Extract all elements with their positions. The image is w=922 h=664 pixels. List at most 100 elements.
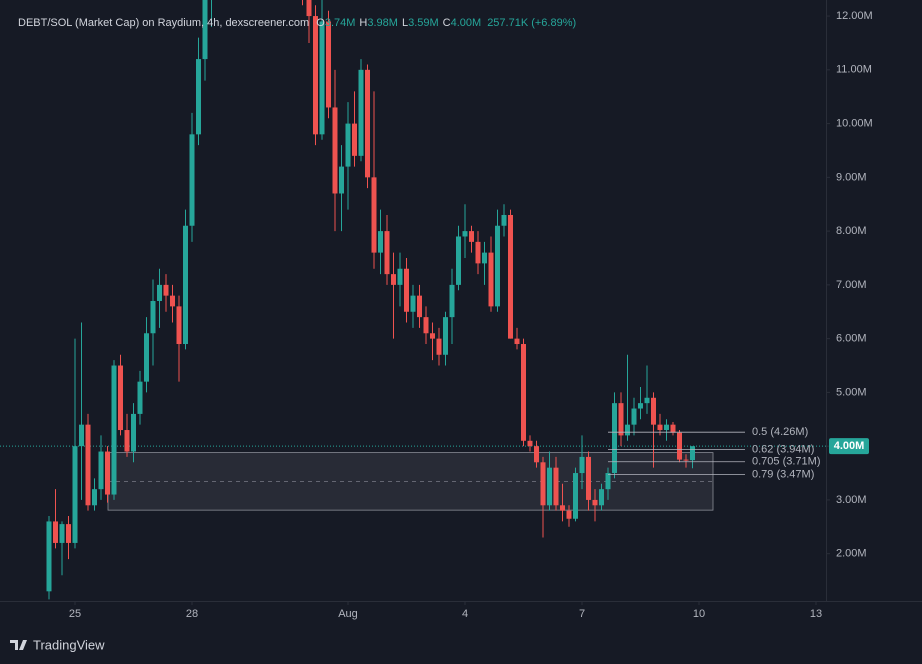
candle-body	[599, 489, 604, 506]
candle-body	[475, 241, 481, 264]
candle-body	[46, 521, 52, 592]
candle-body	[105, 451, 110, 495]
y-tick-label: 7.00M	[836, 279, 867, 291]
ohlc-value: 3.74M	[325, 17, 356, 29]
brand-logo	[10, 640, 27, 650]
candle-body	[508, 214, 513, 339]
ohlc-key: O	[316, 17, 325, 29]
fib-label: 0.5 (4.26M)	[752, 426, 808, 438]
candle-body	[690, 446, 695, 461]
candle-body	[98, 451, 104, 490]
candle-body	[196, 59, 201, 135]
candle-body	[495, 225, 500, 307]
candle-body	[625, 424, 630, 436]
candle-body	[170, 295, 175, 307]
candle-body	[85, 424, 91, 506]
candle-body	[417, 295, 422, 318]
candle-body	[404, 268, 409, 312]
y-tick-label: 11.00M	[836, 64, 872, 76]
y-tick-label: 8.00M	[836, 225, 867, 237]
candle-body	[313, 16, 318, 135]
candle-body	[670, 424, 676, 433]
ohlc-value: 3.98M	[367, 17, 398, 29]
candle-body	[345, 123, 351, 167]
candle-body	[462, 231, 468, 237]
candle-body	[79, 424, 84, 447]
candle-body	[540, 462, 546, 506]
candle-body	[111, 365, 117, 495]
candle-body	[306, 0, 312, 17]
candle-body	[683, 459, 689, 461]
candle-body	[410, 295, 416, 312]
plot-area	[0, 0, 826, 600]
candle-body	[644, 397, 650, 404]
y-tick-label: 6.00M	[836, 333, 867, 345]
candle-body	[397, 268, 403, 285]
price-tag	[829, 438, 869, 455]
candle-body	[163, 284, 169, 296]
ohlc-value: 4.00M	[451, 17, 482, 29]
ohlc-value: 3.59M	[408, 17, 439, 29]
candle-body	[579, 456, 585, 474]
candle-body	[430, 333, 435, 339]
candle-body	[423, 317, 429, 334]
candle-body	[534, 446, 539, 463]
y-tick-label: 12.00M	[836, 10, 873, 22]
ohlc-key: L	[402, 17, 408, 29]
x-tick-label: 25	[69, 608, 81, 620]
candle-body	[176, 306, 182, 345]
candle-body	[521, 344, 526, 441]
candle-body	[605, 473, 611, 490]
candle-body	[592, 499, 598, 506]
candle-body	[384, 231, 390, 275]
candle-body	[391, 274, 396, 285]
x-tick-label: 7	[579, 608, 585, 620]
candle-body	[612, 403, 617, 474]
candle-body	[124, 430, 130, 452]
candle-body	[131, 413, 136, 452]
y-tick-label: 5.00M	[836, 386, 867, 398]
candle-body	[157, 284, 162, 302]
x-tick-label: 28	[186, 608, 198, 620]
price-tag-label: 4.00M	[834, 440, 865, 452]
fib-label: 0.79 (3.47M)	[752, 469, 814, 481]
ohlc-change: 257.71K (+6.89%)	[487, 17, 576, 29]
candle-body	[638, 403, 643, 409]
candle-body	[339, 166, 344, 194]
x-tick-label: Aug	[338, 608, 358, 620]
candle-body	[378, 231, 383, 253]
candle-body	[443, 317, 448, 355]
candle-body	[488, 252, 494, 307]
candle-body	[657, 424, 663, 431]
y-tick-label: 2.00M	[836, 548, 867, 560]
candle-body	[547, 467, 552, 506]
candle-body	[456, 236, 461, 285]
candle-body	[527, 440, 533, 447]
x-tick-label: 13	[810, 608, 822, 620]
candle-body	[664, 424, 669, 431]
candle-body	[651, 397, 656, 425]
candle-body	[183, 225, 188, 345]
candle-body	[469, 231, 474, 242]
candle-body	[560, 505, 565, 511]
candle-body	[514, 338, 520, 345]
candle-body	[189, 134, 195, 226]
candle-body	[573, 473, 578, 519]
candle-body	[358, 69, 364, 156]
title: DEBT/SOL (Market Cap) on Raydium, 4h, de…	[18, 17, 309, 29]
fib-label: 0.62 (3.94M)	[752, 443, 814, 455]
candle-body	[72, 446, 78, 543]
candle-body	[436, 338, 442, 355]
candle-body	[482, 252, 487, 264]
candle-body	[352, 123, 357, 156]
chart-title: DEBT/SOL (Market Cap) on Raydium, 4h, de…	[18, 17, 576, 29]
candle-body	[371, 177, 377, 253]
candle-body	[118, 365, 123, 431]
y-tick-label: 10.00M	[836, 117, 873, 129]
candle-body	[150, 301, 156, 334]
brand: TradingView	[10, 637, 105, 652]
candle-body	[677, 432, 682, 460]
candle-body	[92, 489, 97, 506]
candle-body	[59, 524, 65, 543]
